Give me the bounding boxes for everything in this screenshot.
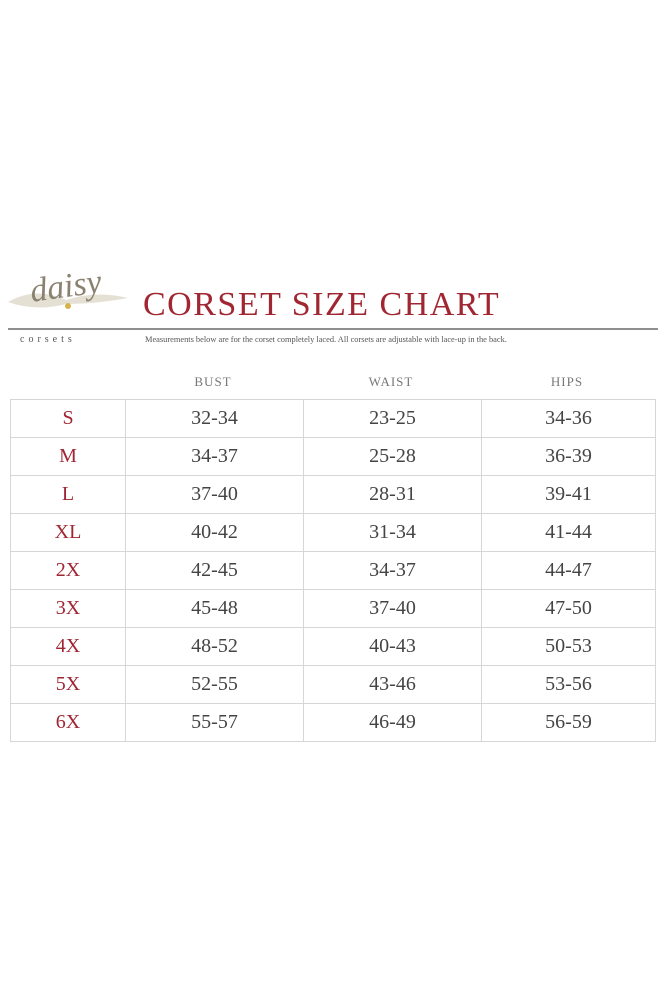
bust-cell: 52-55 xyxy=(125,665,304,704)
waist-cell: 31-34 xyxy=(303,513,482,552)
table-row: XL 40-42 31-34 41-44 xyxy=(10,513,656,552)
table-row: 2X 42-45 34-37 44-47 xyxy=(10,551,656,590)
hips-cell: 34-36 xyxy=(481,399,656,438)
table-row: L 37-40 28-31 39-41 xyxy=(10,475,656,514)
hips-cell: 50-53 xyxy=(481,627,656,666)
table-row: 5X 52-55 43-46 53-56 xyxy=(10,665,656,704)
waist-cell: 37-40 xyxy=(303,589,482,628)
size-cell: XL xyxy=(10,513,126,552)
leaf-icon xyxy=(8,293,128,309)
waist-cell: 43-46 xyxy=(303,665,482,704)
size-cell: 3X xyxy=(10,589,126,628)
page-title: CORSET SIZE CHART xyxy=(143,286,501,323)
bust-cell: 34-37 xyxy=(125,437,304,476)
waist-cell: 46-49 xyxy=(303,703,482,742)
size-table: S 32-34 23-25 34-36 M 34-37 25-28 36-39 L 37-40 28… xyxy=(10,399,656,742)
table-row: 4X 48-52 40-43 50-53 xyxy=(10,627,656,666)
size-cell: 6X xyxy=(10,703,126,742)
daisy-corsets-logo: daisy corsets xyxy=(6,262,136,352)
column-header-hips: HIPS xyxy=(550,374,584,389)
waist-cell: 28-31 xyxy=(303,475,482,514)
column-header-waist: WAIST xyxy=(368,374,414,389)
bust-cell: 42-45 xyxy=(125,551,304,590)
bust-cell: 48-52 xyxy=(125,627,304,666)
size-cell: 4X xyxy=(10,627,126,666)
hips-cell: 47-50 xyxy=(481,589,656,628)
table-row: 6X 55-57 46-49 56-59 xyxy=(10,703,656,742)
column-header-bust: BUST xyxy=(194,374,232,389)
size-cell: M xyxy=(10,437,126,476)
size-cell: S xyxy=(10,399,126,438)
hips-cell: 41-44 xyxy=(481,513,656,552)
size-cell: 5X xyxy=(10,665,126,704)
bust-cell: 45-48 xyxy=(125,589,304,628)
table-row: M 34-37 25-28 36-39 xyxy=(10,437,656,476)
bust-cell: 32-34 xyxy=(125,399,304,438)
table-row: S 32-34 23-25 34-36 xyxy=(10,399,656,438)
logo-word: corsets xyxy=(20,334,76,345)
hips-cell: 44-47 xyxy=(481,551,656,590)
waist-cell: 25-28 xyxy=(303,437,482,476)
divider xyxy=(8,328,658,330)
waist-cell: 40-43 xyxy=(303,627,482,666)
table-row: 3X 45-48 37-40 47-50 xyxy=(10,589,656,628)
hips-cell: 53-56 xyxy=(481,665,656,704)
waist-cell: 23-25 xyxy=(303,399,482,438)
subtitle: Measurements below are for the corset co… xyxy=(145,335,507,344)
bust-cell: 37-40 xyxy=(125,475,304,514)
size-cell: L xyxy=(10,475,126,514)
hips-cell: 56-59 xyxy=(481,703,656,742)
bust-cell: 40-42 xyxy=(125,513,304,552)
bust-cell: 55-57 xyxy=(125,703,304,742)
hips-cell: 39-41 xyxy=(481,475,656,514)
size-cell: 2X xyxy=(10,551,126,590)
hips-cell: 36-39 xyxy=(481,437,656,476)
waist-cell: 34-37 xyxy=(303,551,482,590)
